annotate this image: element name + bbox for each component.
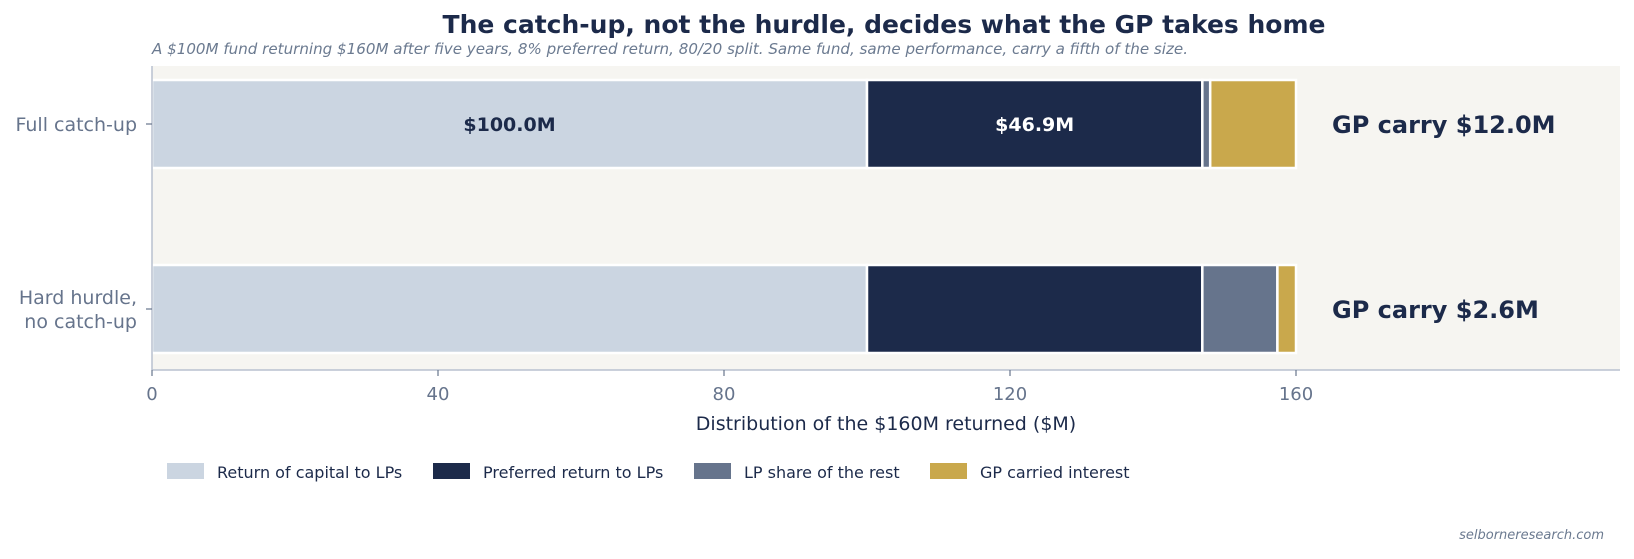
bar-0-0 <box>150 78 869 170</box>
chart-subtitle: A $100M fund returning $160M after five … <box>151 40 1188 58</box>
bar-1-0 <box>150 263 869 355</box>
bars-group <box>150 78 1298 355</box>
chart-title: The catch-up, not the hurdle, decides wh… <box>443 10 1326 39</box>
legend-swatch-0 <box>167 463 204 479</box>
x-tick-label-2: 80 <box>713 384 736 405</box>
legend-label-1: Preferred return to LPs <box>483 463 663 482</box>
bar-1-3 <box>1276 263 1298 355</box>
carry-labels-group: GP carry $12.0M GP carry $2.6M <box>1332 111 1556 324</box>
x-tick-label-4: 160 <box>1279 384 1313 405</box>
carry-label-0: GP carry $12.0M <box>1332 111 1556 139</box>
bar-0-1 <box>865 78 1204 170</box>
legend: Return of capital to LPs Preferred return… <box>167 463 1130 482</box>
bar-labels-group: $100.0M $46.9M <box>463 114 1074 136</box>
legend-label-3: GP carried interest <box>980 463 1130 482</box>
x-tick-label-1: 40 <box>427 384 450 405</box>
legend-label-0: Return of capital to LPs <box>217 463 402 482</box>
legend-label-2: LP share of the rest <box>744 463 900 482</box>
x-axis-ticks: 0 40 80 120 160 <box>146 370 1313 405</box>
bar-1-1 <box>865 263 1204 355</box>
carry-label-1: GP carry $2.6M <box>1332 296 1539 324</box>
legend-swatch-1 <box>433 463 470 479</box>
category-label-1-1: no catch-up <box>24 311 137 333</box>
y-axis-ticks: Full catch-up Hard hurdle,no catch-up <box>15 114 152 333</box>
source-note: selborneresearch.com <box>1459 528 1604 543</box>
data-label-1: $46.9M <box>995 114 1074 136</box>
bar-0-3 <box>1208 78 1298 170</box>
x-tick-label-3: 120 <box>993 384 1027 405</box>
category-label-0-0: Full catch-up <box>15 114 137 136</box>
x-tick-label-0: 0 <box>146 384 157 405</box>
category-label-1-0: Hard hurdle, <box>19 287 137 309</box>
x-axis-title: Distribution of the $160M returned ($M) <box>696 413 1076 435</box>
bar-1-2 <box>1201 263 1279 355</box>
data-label-0: $100.0M <box>463 114 555 136</box>
legend-swatch-2 <box>694 463 731 479</box>
legend-swatch-3 <box>930 463 967 479</box>
